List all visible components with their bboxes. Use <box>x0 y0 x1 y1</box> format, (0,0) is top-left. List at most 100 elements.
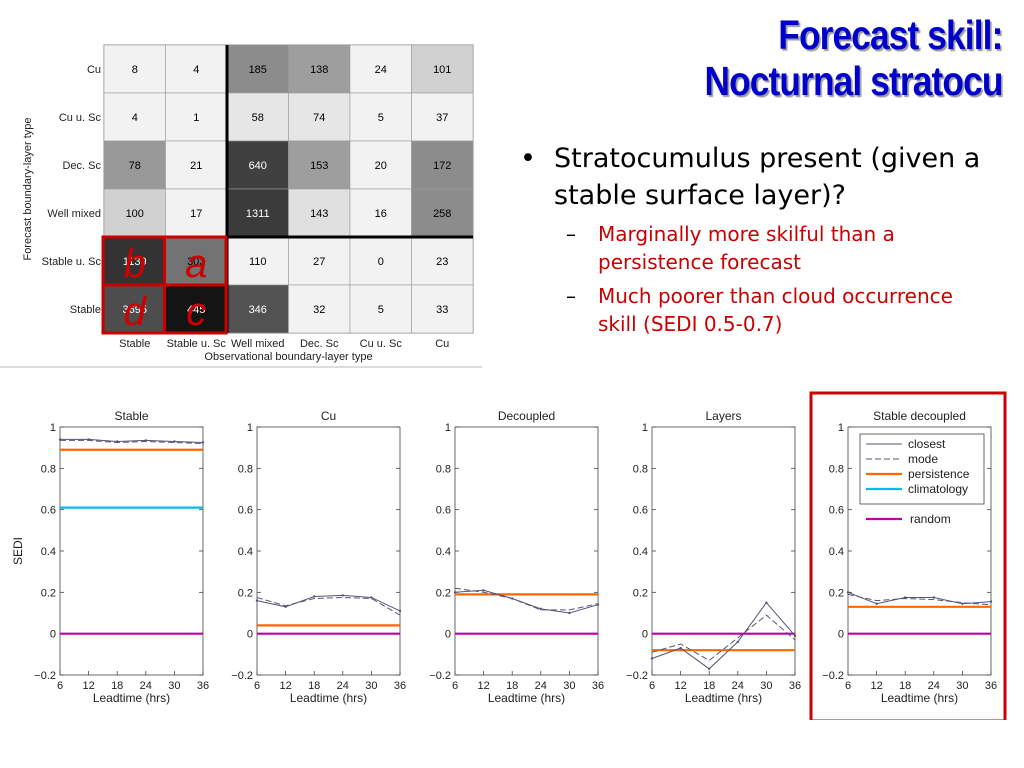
x-tick-label: 18 <box>703 680 715 692</box>
heatmap-cell-value: 138 <box>310 64 328 76</box>
closest-point <box>87 438 90 441</box>
heatmap-cell-value: 100 <box>126 208 144 220</box>
heatmap-cell <box>226 140 289 190</box>
x-tick-label: 36 <box>985 680 997 692</box>
dash-icon: – <box>566 284 576 308</box>
legend-label: persistence <box>908 467 970 481</box>
slide-title: Forecast skill: Nocturnal stratocu <box>704 12 1003 104</box>
closest-point <box>765 601 768 604</box>
bullet-main: • Stratocumulus present (given a stable … <box>514 140 994 214</box>
closest-point <box>341 594 344 597</box>
panel-frame <box>454 426 599 676</box>
heatmap-cell-value: 346 <box>249 304 267 316</box>
y-tick-label: 1 <box>642 422 648 434</box>
x-tick-label: 6 <box>57 680 63 692</box>
y-tick-label: 0.4 <box>436 546 451 558</box>
y-tick-label: 0 <box>642 629 648 641</box>
heatmap-cell-value: 110 <box>249 256 267 268</box>
heatmap-y-tick-label: Stable u. Sc <box>42 256 102 268</box>
heatmap-y-tick-label: Dec. Sc <box>62 160 101 172</box>
mode-line <box>651 614 796 662</box>
x-axis-label: Leadtime (hrs) <box>881 691 958 705</box>
panel-frame <box>256 426 401 676</box>
x-tick-label: 12 <box>477 680 489 692</box>
x-tick-label: 30 <box>563 680 575 692</box>
closest-point <box>596 603 600 606</box>
heatmap-cell-value: 172 <box>433 160 451 172</box>
heatmap-x-tick-label: Dec. Sc <box>300 338 339 350</box>
heatmap-cell-value: 258 <box>433 208 451 220</box>
heatmap-cell-value: 23 <box>436 256 448 268</box>
sub-bullet-2: – Much poorer than cloud occurrence skil… <box>514 282 994 338</box>
heatmap-y-axis-label: Forecast boundary-layer type <box>22 117 34 260</box>
highlight-panel-box <box>809 391 1007 720</box>
heatmap-cell-value: 1139 <box>123 256 147 268</box>
legend-label: random <box>910 512 951 526</box>
heatmap-cell-value: 3695 <box>123 304 147 316</box>
heatmap-cell <box>165 188 228 238</box>
heatmap-cell <box>349 92 412 142</box>
heatmap-y-tick-label: Well mixed <box>47 208 101 220</box>
sub-bullet-1-text: Marginally more skilful than a persisten… <box>598 222 895 274</box>
closest-point <box>398 609 402 613</box>
x-axis-label: Leadtime (hrs) <box>488 691 565 705</box>
x-tick-label: 12 <box>870 680 882 692</box>
sedi-panel: Cu −0.2 0 0.2 0.4 0.6 0.8 1 6 12 18 24 30 36 Leadtime … <box>231 409 406 705</box>
sedi-panel: Stable −0.2 0 0.2 0.4 0.6 0.8 1 6 12 18 24 30 36 Leadt… <box>34 409 209 705</box>
x-tick-label: 24 <box>928 680 940 692</box>
closest-point <box>875 602 878 605</box>
y-tick-label: −0.2 <box>429 670 451 682</box>
closest-point <box>511 597 514 600</box>
heatmap-cell <box>411 236 474 286</box>
y-tick-label: 0.4 <box>829 546 844 558</box>
y-tick-label: 0 <box>247 629 253 641</box>
heatmap-cell <box>226 236 289 286</box>
y-tick-label: 0.2 <box>829 587 844 599</box>
legend-label: closest <box>908 437 946 451</box>
y-tick-label: 0.8 <box>238 463 253 475</box>
heatmap-cell-value: 20 <box>375 160 387 172</box>
y-tick-label: 0.2 <box>238 587 253 599</box>
x-axis-label: Leadtime (hrs) <box>93 691 170 705</box>
heatmap-cell-value: 17 <box>190 208 202 220</box>
heatmap-cell <box>165 284 228 334</box>
x-tick-label: 12 <box>82 680 94 692</box>
heatmap-cell-value: 1311 <box>246 208 270 220</box>
x-tick-label: 18 <box>308 680 320 692</box>
x-tick-label: 30 <box>168 680 180 692</box>
y-tick-label: −0.2 <box>231 670 253 682</box>
mode-line <box>256 596 401 616</box>
heatmap-x-tick-label: Well mixed <box>231 338 285 350</box>
heatmap-cell <box>288 92 351 142</box>
y-tick-label: 0.8 <box>633 463 648 475</box>
y-tick-label: 0.6 <box>238 505 253 517</box>
x-tick-label: 36 <box>789 680 801 692</box>
heatmap-cell-value: 78 <box>129 160 141 172</box>
sedi-panel: Layers −0.2 0 0.2 0.4 0.6 0.8 1 6 12 18 24 30 36 Leadt… <box>626 409 801 705</box>
y-tick-label: 0.8 <box>41 463 56 475</box>
x-tick-label: 30 <box>760 680 772 692</box>
y-tick-label: 0.4 <box>41 546 56 558</box>
heatmap-cell-value: 5 <box>378 112 384 124</box>
closest-point <box>793 634 797 637</box>
y-tick-label: 1 <box>50 422 56 434</box>
legend-label: climatology <box>908 482 968 496</box>
x-axis-label: Leadtime (hrs) <box>290 691 367 705</box>
heatmap-cell-value: 185 <box>249 64 267 76</box>
dash-icon: – <box>566 222 576 246</box>
heatmap-cell <box>165 92 228 142</box>
closest-point <box>255 599 259 602</box>
y-tick-label: 0.6 <box>436 505 451 517</box>
closest-line <box>256 594 401 612</box>
highlight-letter: a <box>185 242 207 286</box>
closest-point <box>313 595 316 598</box>
x-tick-label: 24 <box>140 680 152 692</box>
heatmap-cell <box>288 188 351 238</box>
heatmap-cell <box>288 44 351 94</box>
closest-point <box>201 441 205 444</box>
closest-point <box>370 596 373 599</box>
heatmap-cell <box>411 284 474 334</box>
title-line-2: Nocturnal stratocu <box>704 58 1003 104</box>
y-tick-label: 0.8 <box>436 463 451 475</box>
